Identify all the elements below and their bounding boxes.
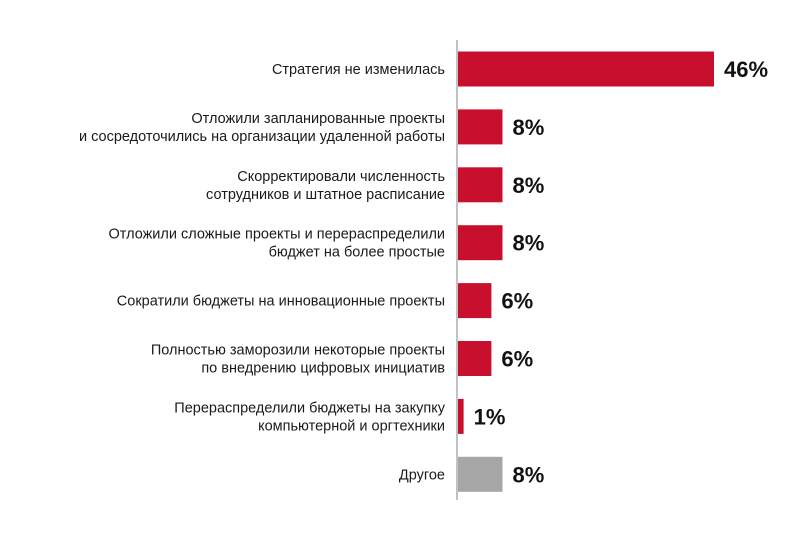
category-label-7-line-0: Другое xyxy=(399,467,445,483)
value-label-3: 8% xyxy=(513,231,545,256)
value-label-1: 8% xyxy=(513,115,545,140)
bar-5 xyxy=(458,341,492,376)
value-labels-group: 46% 8% 8% 8% 6% 6% 1% 8% xyxy=(474,57,768,487)
category-label-3-line-1: бюджет на более простые xyxy=(269,245,445,261)
bars-group xyxy=(458,51,714,492)
bar-3 xyxy=(458,225,503,261)
bar-7 xyxy=(458,456,503,492)
value-label-4: 6% xyxy=(501,289,533,314)
category-label-6-line-0: Перераспределили бюджеты на закупку xyxy=(174,400,445,416)
category-label-6-line-1: компьютерной и оргтехники xyxy=(258,418,445,434)
value-label-0: 46% xyxy=(724,57,768,82)
bar-1 xyxy=(458,109,503,145)
category-label-5-line-0: Полностью заморозили некоторые проекты xyxy=(151,343,445,359)
category-label-2-line-0: Скорректировали численность xyxy=(237,169,445,185)
bar-2 xyxy=(458,167,503,203)
category-label-2-line-1: сотрудников и штатное расписание xyxy=(206,187,445,203)
value-label-6: 1% xyxy=(474,404,506,429)
category-label-1-line-1: и сосредоточились на организации удаленн… xyxy=(79,129,445,145)
value-label-7: 8% xyxy=(513,462,545,487)
category-label-0-line-0: Стратегия не изменилась xyxy=(272,62,445,78)
category-label-4-line-0: Сократили бюджеты на инновационные проек… xyxy=(117,294,445,310)
category-label-1-line-0: Отложили запланированные проекты xyxy=(191,111,445,127)
category-labels-group: Стратегия не изменилась Отложили запланир… xyxy=(79,62,446,483)
bar-4 xyxy=(458,283,492,319)
category-label-3-line-0: Отложили сложные проекты и перераспредел… xyxy=(108,227,445,243)
value-label-2: 8% xyxy=(513,173,545,198)
value-label-5: 6% xyxy=(501,347,533,372)
bar-0 xyxy=(458,51,714,87)
bar-6 xyxy=(458,398,464,434)
category-label-5-line-1: по внедрению цифровых инициатив xyxy=(201,361,445,377)
